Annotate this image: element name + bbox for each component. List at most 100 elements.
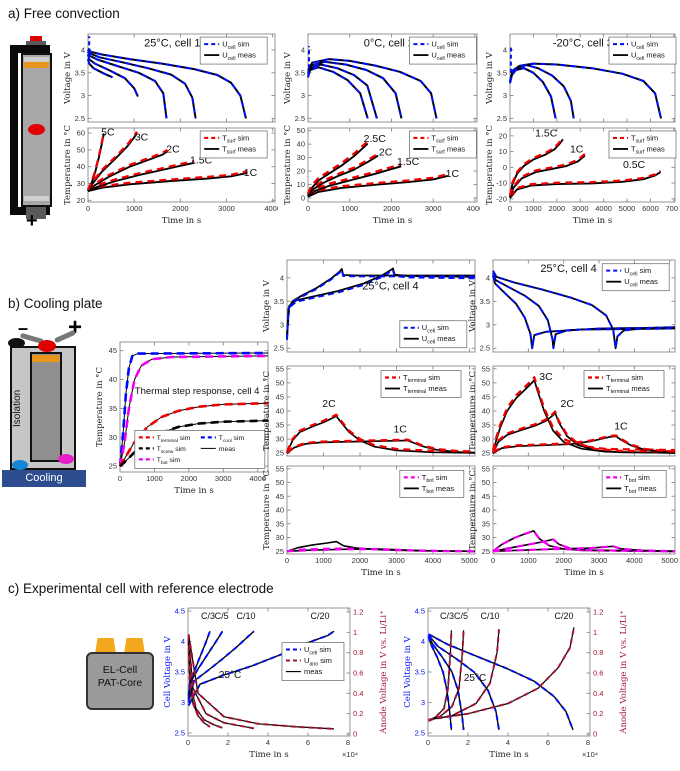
svg-text:0.8: 0.8 [353, 648, 363, 657]
svg-text:Tsurf meas: Tsurf meas [222, 144, 256, 155]
svg-text:Tbot sim: Tbot sim [624, 473, 650, 484]
svg-text:C/20: C/20 [310, 611, 329, 621]
svg-text:1C: 1C [446, 168, 460, 180]
svg-text:2: 2 [226, 738, 230, 747]
svg-text:20: 20 [297, 167, 305, 176]
panel-a-voltage-cell3-minus20C: 2.5 3 3.5 4 Voltage in V -20°C, cell 3 Ucell s… [484, 28, 678, 124]
svg-text:2.5: 2.5 [295, 114, 305, 123]
svg-text:Tterminal sim: Tterminal sim [606, 373, 643, 384]
svg-text:2C: 2C [560, 398, 574, 410]
svg-text:Ucell sim: Ucell sim [631, 40, 658, 51]
svg-text:3: 3 [486, 320, 490, 329]
svg-text:25: 25 [276, 547, 284, 556]
el-cell-diagram: EL-Cell PAT-Core [86, 632, 156, 712]
panel-a-temperature-cell3-minus20C-svg: 0 1000 2000 3000 4000 5000 6000 7000 -20 -10 0 10 20… [485, 125, 680, 226]
svg-text:Tsurf meas: Tsurf meas [431, 144, 465, 155]
svg-text:Time in s: Time in s [573, 216, 612, 226]
svg-text:0: 0 [426, 738, 430, 747]
cell-top-seal [24, 57, 49, 62]
svg-text:30: 30 [276, 435, 284, 444]
panel-b-thermal-step-response: 0 1000 2000 3000 4000 25 30 35 40 45 Temperature i… [88, 334, 272, 502]
cell-cathode-layer [32, 355, 60, 362]
svg-text:1C: 1C [393, 424, 407, 436]
svg-text:Tbot sim: Tbot sim [157, 457, 181, 466]
cooling-plate-label: Cooling [2, 470, 86, 487]
svg-text:0: 0 [503, 163, 507, 172]
panel-c-charge-curves: 0 2 4 6 8 2.5 3 3.5 4 4.5 0 0.2 0.4 0.6 0.8 1 1.2 Anode V… [156, 598, 396, 770]
el-cell-label-line2: PAT-Core [97, 677, 143, 689]
panel-a-voltage-cell3-minus20C-svg: 2.5 3 3.5 4 Voltage in V -20°C, cell 3 Ucell s… [485, 33, 677, 123]
svg-text:Tterminal meas: Tterminal meas [606, 384, 650, 395]
svg-text:1000: 1000 [525, 204, 542, 213]
svg-text:0.6: 0.6 [593, 669, 603, 678]
svg-text:2.5: 2.5 [497, 114, 507, 123]
svg-text:Temperature in °C: Temperature in °C [485, 125, 495, 205]
svg-text:40: 40 [276, 407, 284, 416]
panel-a-temperature-cell1-25C-svg: 0 1000 2000 3000 4000 20 30 40 50 60 Temperature i… [63, 125, 281, 226]
svg-text:1C: 1C [570, 143, 584, 155]
svg-text:45: 45 [276, 392, 284, 401]
panel-b-voltage-discharge-cell4: 2.5 3 3.5 4 Voltage in V 25°C, cell 4 Ucell si… [466, 252, 678, 358]
svg-text:0: 0 [491, 556, 495, 565]
panel-a-temperature-cell3-minus20C: 0 1000 2000 3000 4000 5000 6000 7000 -20 -10 0 10 20… [484, 124, 680, 230]
svg-text:Ucell meas: Ucell meas [624, 277, 658, 288]
svg-text:Ucell sim: Ucell sim [624, 266, 651, 277]
svg-text:1C: 1C [244, 167, 258, 179]
svg-text:5000: 5000 [461, 556, 478, 565]
bottom-sensor-dot-magenta [58, 454, 74, 464]
svg-text:Ucell meas: Ucell meas [431, 51, 465, 62]
cell-bottom-seal [24, 196, 49, 201]
panel-b-terminal-temperature-left-svg: 25 30 35 40 45 50 55 Temperature in °C 2C 1C Tterm… [262, 364, 476, 458]
svg-text:Time in s: Time in s [373, 216, 412, 226]
svg-text:3C: 3C [539, 371, 553, 383]
svg-text:40: 40 [77, 162, 85, 171]
panel-c-charge-curves-svg: 0 2 4 6 8 2.5 3 3.5 4 4.5 0 0.2 0.4 0.6 0.8 1 1.2 Anode V… [163, 607, 389, 760]
section-a-title: a) Free convection [8, 6, 120, 21]
svg-text:25°C: 25°C [464, 673, 486, 684]
svg-text:Voltage in V: Voltage in V [485, 51, 495, 105]
svg-text:25°C, cell 1: 25°C, cell 1 [144, 37, 200, 49]
el-cell-label-line1: EL-Cell [102, 664, 138, 676]
svg-text:×10⁴: ×10⁴ [582, 750, 598, 759]
svg-text:4: 4 [486, 273, 490, 282]
svg-text:×10⁴: ×10⁴ [342, 750, 358, 759]
svg-text:3000: 3000 [218, 204, 235, 213]
svg-text:Tsurf sim: Tsurf sim [431, 133, 458, 144]
svg-text:3: 3 [280, 320, 284, 329]
svg-text:4000: 4000 [425, 556, 442, 565]
svg-text:4: 4 [266, 738, 270, 747]
panel-b-voltage-discharge-cell4-svg: 2.5 3 3.5 4 Voltage in V 25°C, cell 4 Ucell si… [468, 259, 676, 353]
svg-text:Ucell meas: Ucell meas [222, 51, 256, 62]
svg-text:Temperature in °C: Temperature in °C [262, 470, 272, 550]
svg-text:4: 4 [506, 738, 510, 747]
svg-text:Ucell meas: Ucell meas [631, 51, 665, 62]
svg-text:Cell Voltage in V: Cell Voltage in V [163, 635, 173, 707]
svg-text:Tsurf sim: Tsurf sim [222, 133, 249, 144]
svg-text:2: 2 [466, 738, 470, 747]
svg-text:Voltage in V: Voltage in V [262, 279, 272, 333]
svg-text:3: 3 [81, 91, 85, 100]
panel-b-bottom-temperature-left: 0 1000 2000 3000 4000 5000 25 30 35 40 45 50 55 Tempe… [260, 460, 478, 584]
svg-text:4: 4 [421, 637, 425, 646]
svg-text:2C: 2C [379, 147, 393, 159]
svg-text:25°C: 25°C [219, 670, 241, 681]
svg-text:0°C, cell 2: 0°C, cell 2 [364, 37, 414, 49]
core-sensor-dot [28, 124, 45, 135]
isolation-label: Isolation [12, 389, 23, 427]
svg-text:Time in s: Time in s [564, 568, 603, 578]
svg-text:1.5C: 1.5C [535, 128, 558, 140]
section-b-title: b) Cooling plate [8, 296, 103, 311]
panel-b-thermal-step-response-svg: 0 1000 2000 3000 4000 25 30 35 40 45 Temperature i… [95, 341, 269, 496]
svg-text:1000: 1000 [341, 204, 358, 213]
svg-text:55: 55 [276, 364, 284, 373]
svg-text:30: 30 [77, 179, 85, 188]
svg-text:6: 6 [306, 738, 310, 747]
svg-text:Ucell sim: Ucell sim [422, 323, 449, 334]
svg-text:Tcool sim: Tcool sim [219, 435, 245, 444]
svg-text:0: 0 [118, 474, 122, 483]
svg-text:50: 50 [276, 378, 284, 387]
svg-text:35: 35 [482, 421, 490, 430]
svg-text:Voltage in V: Voltage in V [283, 51, 293, 105]
svg-text:3.5: 3.5 [274, 297, 284, 306]
